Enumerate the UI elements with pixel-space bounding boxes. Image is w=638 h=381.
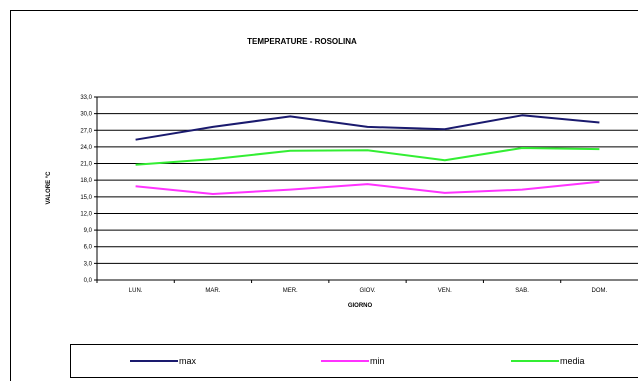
legend-swatch-media [511, 360, 559, 362]
y-tick-label: 12,0 [80, 211, 92, 217]
x-axis-title: GIORNO [348, 303, 373, 309]
y-tick-label: 24,0 [80, 145, 92, 151]
y-tick-label: 0,0 [84, 278, 93, 284]
x-tick-label: MAR. [205, 288, 220, 294]
y-tick-label: 30,0 [80, 112, 92, 118]
y-axis-title: VALORE °C [46, 171, 52, 205]
y-tick-label: 33,0 [80, 95, 92, 101]
chart-frame [10, 10, 638, 381]
legend-label-min: min [370, 356, 385, 366]
grid-lines [94, 96, 638, 283]
y-tick-label: 3,0 [84, 261, 93, 267]
legend-swatch-min [321, 360, 369, 362]
series-line-min [135, 180, 600, 195]
x-tick-label: GIOV. [359, 288, 375, 294]
y-tick-label: 15,0 [80, 195, 92, 201]
x-tick-label: LUN. [129, 288, 143, 294]
y-tick-label: 21,0 [80, 162, 92, 168]
y-tick-label: 6,0 [84, 245, 93, 251]
x-tick-label: VEN. [438, 288, 452, 294]
legend-item-max: max [130, 345, 196, 377]
chart-title: TEMPERATURE - ROSOLINA [247, 37, 357, 46]
legend-label-max: max [179, 356, 197, 366]
x-tick-label: MER. [283, 288, 298, 294]
series-lines [135, 114, 600, 195]
legend-item-min: min [321, 345, 385, 377]
x-tick-label: SAB. [515, 288, 529, 294]
x-tick-labels: LUN. MAR. MER. GIOV. VEN. SAB. DOM. [129, 288, 608, 294]
legend-item-media: media [511, 345, 585, 377]
series-line-media [135, 147, 600, 166]
series-line-max [135, 114, 600, 141]
y-tick-labels: 0,0 3,0 6,0 9,0 12,0 15,0 18,0 21,0 24,0 27,0 30,0… [80, 95, 92, 284]
x-tick-label: DOM. [592, 288, 608, 294]
legend-label-media: media [560, 356, 585, 366]
y-tick-label: 18,0 [80, 178, 92, 184]
legend: max min media [70, 344, 638, 378]
y-tick-label: 27,0 [80, 128, 92, 134]
y-tick-label: 9,0 [84, 228, 93, 234]
legend-swatch-max [130, 360, 178, 362]
